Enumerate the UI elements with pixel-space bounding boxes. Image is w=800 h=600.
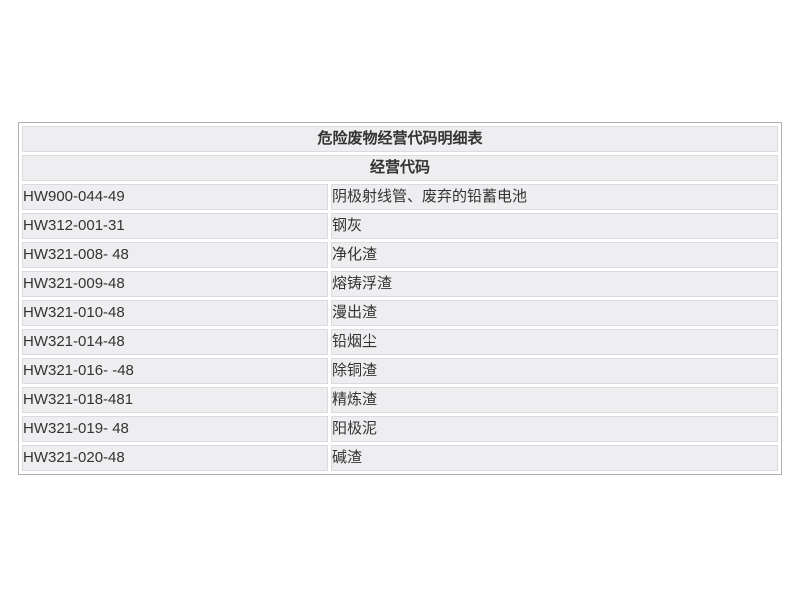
table-row: HW321-019- 48 阳极泥	[22, 416, 778, 442]
hazardous-waste-code-table-container: 危险废物经营代码明细表 经营代码 HW900-044-49 阴极射线管、废弃的铅蓄…	[18, 122, 782, 475]
description-cell: 净化渣	[331, 242, 778, 268]
table-section-header-row: 经营代码	[22, 155, 778, 181]
table-row: HW321-018-481 精炼渣	[22, 387, 778, 413]
description-cell: 漫出渣	[331, 300, 778, 326]
table-row: HW321-020-48 碱渣	[22, 445, 778, 471]
description-cell: 阴极射线管、废弃的铅蓄电池	[331, 184, 778, 210]
table-row: HW900-044-49 阴极射线管、废弃的铅蓄电池	[22, 184, 778, 210]
table-row: HW321-014-48 铅烟尘	[22, 329, 778, 355]
code-cell: HW321-008- 48	[22, 242, 328, 268]
table-row: HW321-010-48 漫出渣	[22, 300, 778, 326]
description-cell: 钢灰	[331, 213, 778, 239]
description-cell: 熔铸浮渣	[331, 271, 778, 297]
description-cell: 除铜渣	[331, 358, 778, 384]
description-cell: 阳极泥	[331, 416, 778, 442]
code-cell: HW321-020-48	[22, 445, 328, 471]
table-head: 危险废物经营代码明细表 经营代码	[22, 126, 778, 181]
code-cell: HW312-001-31	[22, 213, 328, 239]
table-body: HW900-044-49 阴极射线管、废弃的铅蓄电池 HW312-001-31 钢灰 H…	[22, 184, 778, 471]
table-row: HW321-008- 48 净化渣	[22, 242, 778, 268]
code-cell: HW321-010-48	[22, 300, 328, 326]
description-cell: 碱渣	[331, 445, 778, 471]
table-row: HW321-016- -48 除铜渣	[22, 358, 778, 384]
code-cell: HW900-044-49	[22, 184, 328, 210]
code-cell: HW321-016- -48	[22, 358, 328, 384]
code-cell: HW321-009-48	[22, 271, 328, 297]
hazardous-waste-code-table: 危险废物经营代码明细表 经营代码 HW900-044-49 阴极射线管、废弃的铅蓄…	[18, 122, 782, 475]
description-cell: 精炼渣	[331, 387, 778, 413]
table-row: HW321-009-48 熔铸浮渣	[22, 271, 778, 297]
code-cell: HW321-014-48	[22, 329, 328, 355]
code-cell: HW321-019- 48	[22, 416, 328, 442]
table-title: 危险废物经营代码明细表	[22, 126, 778, 152]
description-cell: 铅烟尘	[331, 329, 778, 355]
table-title-row: 危险废物经营代码明细表	[22, 126, 778, 152]
table-row: HW312-001-31 钢灰	[22, 213, 778, 239]
section-header: 经营代码	[22, 155, 778, 181]
code-cell: HW321-018-481	[22, 387, 328, 413]
